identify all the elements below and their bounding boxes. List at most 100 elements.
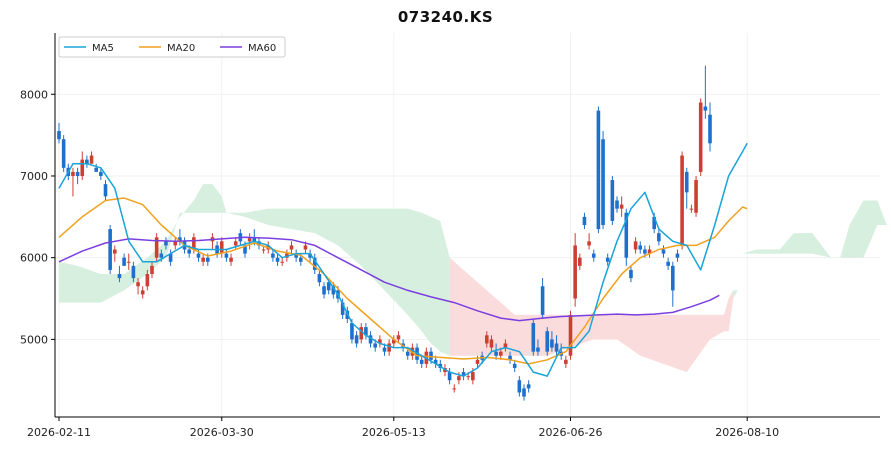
- candle-up: [289, 245, 294, 250]
- candle-up: [698, 102, 703, 172]
- candle-down: [354, 335, 359, 344]
- candle-down: [517, 380, 522, 393]
- candle-down: [131, 265, 136, 279]
- candle-down: [684, 171, 689, 193]
- candle-down: [508, 355, 512, 360]
- candle-down: [340, 302, 345, 315]
- candle-up: [173, 241, 178, 246]
- x-tick-label: 2026-03-30: [190, 426, 254, 439]
- candle-down: [164, 241, 168, 246]
- candle-up: [378, 339, 382, 344]
- candle-up: [498, 351, 503, 356]
- candle-up: [201, 257, 205, 262]
- candle-down: [643, 249, 647, 254]
- legend-entry: MA20: [167, 43, 195, 54]
- candle-up: [587, 241, 591, 246]
- candle-down: [545, 331, 550, 352]
- candle-down: [368, 335, 373, 344]
- candle-up: [219, 241, 224, 254]
- candle-down: [554, 343, 559, 352]
- candle-up: [136, 282, 140, 287]
- candle-down: [652, 216, 656, 230]
- candle-down: [350, 323, 354, 340]
- candle-down: [675, 253, 680, 258]
- candle-down: [117, 274, 122, 279]
- candle-up: [485, 335, 489, 344]
- moving-average-lines: [58, 142, 748, 377]
- candle-down: [382, 347, 387, 352]
- candle-down: [308, 253, 312, 258]
- candle-down: [615, 200, 619, 209]
- ma5-line: [58, 142, 748, 377]
- x-tick-label: 2026-06-26: [539, 426, 603, 439]
- candle-down: [666, 261, 670, 266]
- candle-down: [610, 180, 615, 221]
- candle-down: [103, 184, 108, 197]
- candle-up: [573, 245, 577, 299]
- candle-down: [322, 286, 326, 295]
- chart-title: 073240.KS: [397, 8, 494, 26]
- candle-down: [591, 253, 596, 258]
- candle-up: [303, 245, 308, 250]
- ichimoku-cloud: [59, 184, 887, 373]
- candle-down: [657, 233, 661, 242]
- candle-down: [522, 388, 526, 397]
- candle-up: [126, 261, 131, 263]
- x-tick-label: 2026-02-11: [27, 426, 91, 439]
- candle-up: [503, 343, 508, 348]
- candle-down: [326, 282, 331, 291]
- candle-down: [187, 249, 191, 254]
- candle-up: [633, 241, 638, 250]
- candle-down: [75, 171, 80, 176]
- candle-down: [85, 159, 89, 164]
- candle-down: [312, 257, 317, 270]
- candle-down: [252, 237, 257, 242]
- candle-up: [489, 339, 494, 348]
- candle-down: [429, 351, 433, 360]
- candle-down: [601, 139, 605, 225]
- cloud-bullish-area: [59, 184, 450, 356]
- axes: 5000 6000 7000 8000 2026-02-11 2026-03-30 2026…: [20, 33, 880, 439]
- candle-up: [154, 237, 159, 258]
- candle-up: [80, 159, 85, 176]
- candle-up: [392, 339, 396, 344]
- candle-up: [280, 261, 284, 263]
- candle-down: [224, 253, 229, 258]
- candle-up: [89, 155, 94, 164]
- legend-box: [58, 36, 286, 58]
- candle-down: [271, 253, 275, 258]
- candle-up: [475, 359, 480, 364]
- candle-up: [694, 180, 698, 213]
- candle-down: [299, 257, 303, 262]
- candle-down: [206, 257, 210, 262]
- y-tick-label: 6000: [20, 252, 48, 265]
- candle-down: [433, 359, 438, 364]
- candle-down: [405, 351, 410, 356]
- legend-entry: MA5: [92, 43, 114, 54]
- candle-up: [689, 208, 694, 210]
- candle-down: [661, 249, 666, 254]
- candle-up: [564, 359, 568, 364]
- candle-up: [471, 372, 475, 381]
- candle-down: [94, 167, 98, 172]
- candle-down: [629, 269, 633, 279]
- candle-down: [447, 372, 452, 381]
- legend-entry: MA60: [248, 43, 276, 54]
- candle-down: [582, 216, 587, 225]
- candle-down: [526, 384, 531, 389]
- candle-up: [396, 335, 401, 340]
- candle-down: [373, 343, 377, 348]
- cloud-bullish-area: [733, 200, 887, 299]
- candle-up: [466, 376, 470, 378]
- candle-down: [536, 347, 540, 352]
- candle-down: [638, 245, 643, 250]
- candle-down: [99, 171, 103, 176]
- candle-down: [419, 359, 424, 364]
- candle-down: [122, 257, 126, 266]
- y-tick-label: 8000: [20, 88, 48, 101]
- candle-up: [457, 376, 461, 381]
- candle-down: [108, 229, 112, 270]
- candle-down: [196, 253, 201, 258]
- candle-up: [140, 290, 145, 295]
- candle-down: [531, 323, 536, 352]
